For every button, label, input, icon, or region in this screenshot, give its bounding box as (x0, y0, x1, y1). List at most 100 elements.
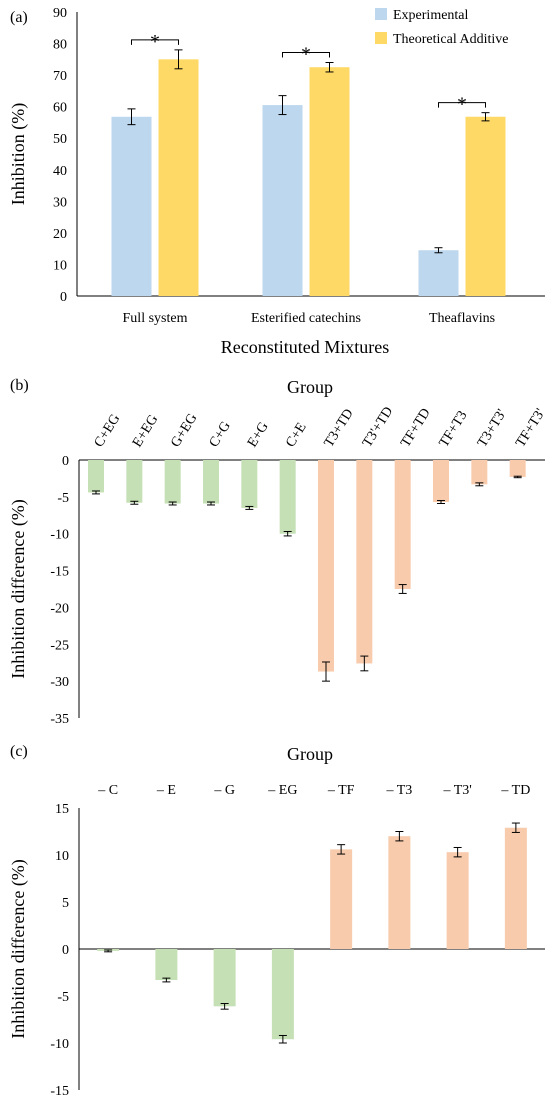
group-label-c: – E (156, 783, 176, 798)
error-bar (322, 661, 330, 682)
error-bar (278, 1034, 287, 1044)
bar-group-c (330, 849, 353, 949)
x-tick-label-a: Full system (123, 311, 188, 326)
panel-label-b: (b) (10, 377, 29, 394)
error-bar (127, 108, 136, 126)
error-bar (434, 247, 443, 254)
bracket-line (131, 39, 179, 45)
error-bar (481, 112, 490, 122)
y-tick-label-a: 30 (53, 195, 67, 210)
y-tick-label-a: 0 (60, 290, 67, 305)
significance-bracket (438, 102, 486, 108)
y-tick-label-b: -30 (50, 675, 69, 690)
bar-theoretical (309, 67, 350, 296)
bar-group-b (164, 460, 181, 504)
error-bar (337, 844, 346, 855)
y-tick-label-c: 5 (62, 896, 69, 911)
y-tick-label-c: 10 (55, 849, 69, 864)
y-tick-label-a: 60 (53, 101, 67, 116)
bar-group-b (433, 460, 449, 503)
y-tick-label-b: -10 (50, 528, 69, 543)
x-tick-label-a: Theaflavins (429, 311, 495, 326)
group-label-c: – G (213, 783, 235, 798)
bar-group-b (318, 460, 334, 672)
error-bar (174, 49, 183, 70)
y-axis-title-c: Inhibition difference (%) (8, 859, 29, 1039)
group-label-b: TF+T3 (437, 408, 471, 450)
bar-group-c (504, 827, 527, 949)
y-tick-label-b: -20 (50, 601, 69, 616)
y-tick-label-b: -35 (50, 712, 69, 727)
group-label-b: C+G (207, 419, 234, 450)
error-bar (453, 846, 462, 858)
bar-group-c (155, 949, 178, 981)
legend-swatch (375, 32, 387, 44)
y-tick-label-c: -10 (50, 1037, 69, 1052)
group-label-c: – EG (267, 783, 297, 798)
x-axis-title-a: Reconstituted Mixtures (221, 337, 389, 357)
bar-group-c (388, 836, 411, 949)
bar-group-b (394, 460, 411, 589)
error-bar (104, 949, 113, 953)
y-tick-label-c: -5 (57, 990, 69, 1005)
group-label-c: – TD (500, 783, 530, 798)
error-bar (130, 500, 139, 505)
panel-label-c: (c) (10, 743, 28, 760)
y-tick-label-c: -15 (50, 1084, 69, 1099)
y-tick-label-a: 40 (53, 164, 67, 179)
error-bar (395, 831, 404, 842)
bracket-line (438, 102, 486, 108)
panel-label-a: (a) (10, 9, 28, 26)
x-tick-label-a: Esterified catechins (251, 311, 361, 326)
legend-label: Experimental (393, 8, 469, 23)
chart-title-c: Group (287, 744, 333, 764)
group-label-b: G+EG (168, 411, 200, 450)
error-bar (513, 475, 522, 479)
y-tick-label-a: 90 (53, 6, 67, 21)
significance-bracket (131, 39, 179, 45)
bar-group-b (279, 460, 296, 534)
error-bar (511, 822, 520, 833)
bar-group-b (88, 460, 104, 493)
group-label-b: C+E (283, 420, 309, 450)
y-tick-label-b: -5 (57, 491, 69, 506)
group-label-b: E+EG (130, 412, 161, 450)
group-label-b: T3'+TD (360, 404, 396, 450)
significance-star: * (150, 31, 160, 53)
y-tick-label-b: 0 (62, 454, 69, 469)
error-bar (278, 95, 287, 116)
bar-group-b (509, 460, 526, 477)
error-bar (92, 490, 100, 495)
bar-experimental (418, 250, 459, 296)
bar-group-c (213, 949, 236, 1007)
bar-experimental (262, 105, 303, 296)
bar-group-b (241, 460, 258, 508)
legend-swatch (375, 8, 387, 20)
y-tick-label-c: 0 (62, 943, 69, 958)
y-tick-label-a: 80 (53, 38, 67, 53)
y-tick-label-a: 10 (53, 258, 67, 273)
error-bar (325, 61, 334, 73)
bar-theoretical (158, 59, 199, 297)
group-label-b: T3+T3' (475, 407, 510, 450)
error-bar (475, 482, 484, 487)
error-bar (437, 500, 445, 504)
bar-group-b (471, 460, 488, 485)
error-bar (168, 501, 177, 506)
group-label-b: E+G (245, 420, 272, 450)
y-tick-label-a: 20 (53, 227, 67, 242)
error-bar (207, 501, 215, 506)
bar-group-c (446, 852, 469, 949)
group-label-c: – C (97, 783, 118, 798)
chart-title-b: Group (287, 377, 333, 397)
significance-bracket (282, 51, 330, 58)
bracket-line (282, 51, 330, 58)
bar-group-b (356, 460, 373, 664)
y-axis-title-a: Inhibition (%) (8, 103, 29, 205)
y-tick-label-a: 50 (53, 132, 67, 147)
group-label-c: – T3' (442, 783, 471, 798)
y-axis-title-b: Inhibition difference (%) (8, 499, 29, 679)
group-label-b: TF+TD (398, 406, 433, 450)
bar-experimental (111, 116, 152, 297)
